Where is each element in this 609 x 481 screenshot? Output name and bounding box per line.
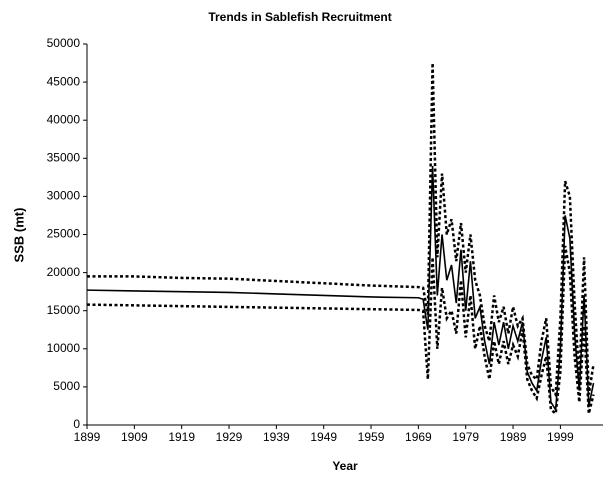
y-tick-label: 10000 bbox=[47, 341, 81, 355]
chart-title: Trends in Sablefish Recruitment bbox=[208, 10, 391, 24]
x-tick-label: 1989 bbox=[500, 430, 527, 444]
y-axis-label: SSB (mt) bbox=[11, 208, 26, 263]
y-tick-label: 25000 bbox=[47, 227, 81, 241]
y-tick-label: 0 bbox=[73, 417, 80, 431]
series-line bbox=[86, 165, 595, 413]
series-line bbox=[86, 245, 595, 416]
y-tick-label: 20000 bbox=[47, 265, 81, 279]
x-tick-label: 1939 bbox=[263, 430, 290, 444]
x-tick-label: 1969 bbox=[405, 430, 432, 444]
y-tick-label: 15000 bbox=[47, 303, 81, 317]
x-tick-label: 1919 bbox=[168, 430, 195, 444]
x-axis-label: Year bbox=[332, 459, 358, 473]
x-tick-label: 1979 bbox=[452, 430, 479, 444]
y-tick-label: 5000 bbox=[53, 379, 80, 393]
y-tick-label: 40000 bbox=[47, 112, 81, 126]
y-tick-label: 50000 bbox=[47, 36, 81, 50]
x-tick-label: 1929 bbox=[216, 430, 243, 444]
x-tick-label: 1949 bbox=[310, 430, 337, 444]
x-tick-label: 1909 bbox=[121, 430, 148, 444]
y-tick-label: 35000 bbox=[47, 150, 81, 164]
y-tick-label: 30000 bbox=[47, 189, 81, 203]
x-tick-label: 1959 bbox=[358, 430, 385, 444]
series-line bbox=[87, 63, 595, 399]
x-tick-label: 1899 bbox=[74, 430, 101, 444]
x-tick-label: 1999 bbox=[547, 430, 574, 444]
y-tick-label: 45000 bbox=[47, 74, 81, 88]
